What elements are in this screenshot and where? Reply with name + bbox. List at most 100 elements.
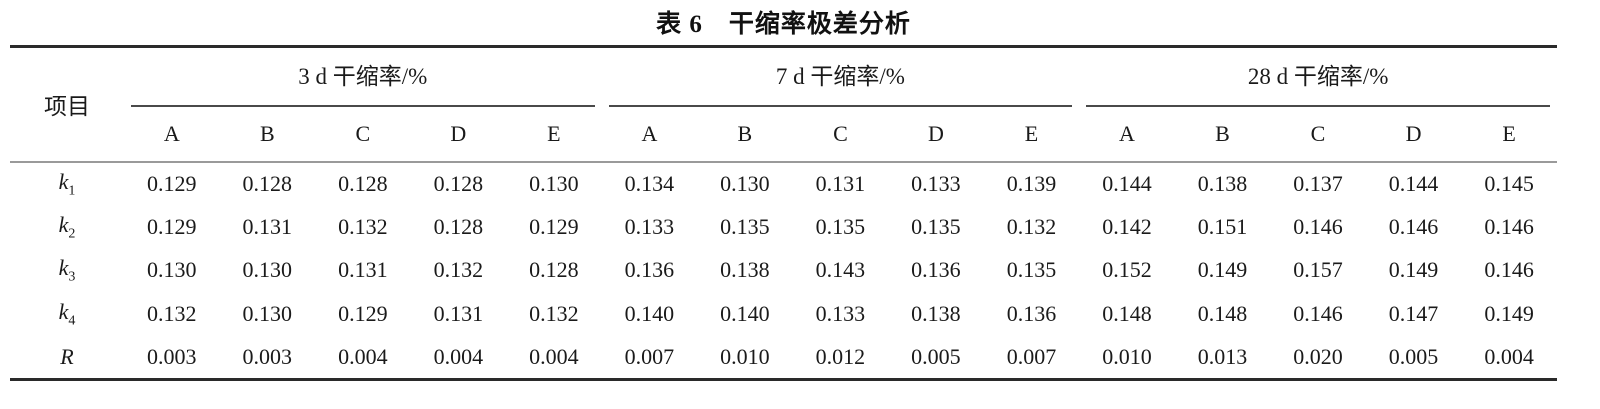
subcol-7d-B: B <box>697 106 793 163</box>
group-header-7d-label: 7 d 干缩率/% <box>608 62 1073 107</box>
subcol-28d-D: D <box>1365 106 1462 163</box>
table-cell: 0.135 <box>1006 257 1057 283</box>
table-cell: 0.133 <box>911 170 961 196</box>
table-cell: 0.142 <box>1102 213 1152 239</box>
table-cell: 0.133 <box>815 300 866 326</box>
table-cell: 0.149 <box>1484 300 1534 326</box>
subcol-3d-E: E <box>506 106 602 163</box>
table-cell: 0.131 <box>815 170 866 196</box>
table-cell: 0.138 <box>1197 170 1248 196</box>
table-cell: 0.130 <box>529 170 579 196</box>
subcol-3d-A: A <box>124 106 220 163</box>
table-cell: 0.149 <box>1388 257 1439 283</box>
table-cell: 0.134 <box>624 170 675 196</box>
subcol-7d-D: D <box>888 106 984 163</box>
table-cell: 0.133 <box>624 213 675 239</box>
group-header-3d: 3 d 干缩率/% <box>124 47 602 107</box>
table-cell: 0.137 <box>1293 170 1343 196</box>
table-caption: 表 6 干缩率极差分析 <box>656 11 911 38</box>
table-row: R 0.003 0.003 0.004 0.004 0.004 0.007 0.010 0.01… <box>10 336 1557 380</box>
table-cell: 0.144 <box>1102 170 1152 196</box>
group-header-28d: 28 d 干缩率/% <box>1079 47 1557 107</box>
subcol-7d-E: E <box>983 106 1080 163</box>
table-cell: 0.146 <box>1293 213 1343 239</box>
table-cell: 0.146 <box>1484 213 1534 239</box>
row-label: k1 <box>58 168 76 198</box>
table-cell: 0.010 <box>1102 343 1152 369</box>
table-cell: 0.005 <box>911 343 961 369</box>
table-cell: 0.010 <box>720 343 770 369</box>
table-row: k3 0.130 0.130 0.131 0.132 0.128 0.136 0.138 0.1… <box>10 249 1557 293</box>
group-header-3d-label: 3 d 干缩率/% <box>131 62 595 107</box>
table-cell: 0.003 <box>242 343 293 369</box>
table-cell: 0.004 <box>529 343 579 369</box>
table-cell: 0.132 <box>433 257 484 283</box>
table-cell: 0.131 <box>433 300 484 326</box>
paper-table-page: 表 6 干缩率极差分析 项目 3 d 干缩率/% 7 d 干缩率/% 28 d … <box>0 8 1600 409</box>
table-cell: 0.135 <box>911 213 961 239</box>
table-cell: 0.138 <box>911 300 961 326</box>
table-cell: 0.005 <box>1388 343 1439 369</box>
table-cell: 0.136 <box>624 257 675 283</box>
table-cell: 0.140 <box>720 300 770 326</box>
table-cell: 0.007 <box>1006 343 1057 369</box>
group-header-7d: 7 d 干缩率/% <box>602 47 1080 107</box>
table-row: k2 0.129 0.131 0.132 0.128 0.129 0.133 0.135 0.1… <box>10 205 1557 249</box>
table-body: k1 0.129 0.128 0.128 0.128 0.130 0.134 0.130 0.1… <box>10 162 1557 380</box>
row-label: k4 <box>58 298 76 328</box>
table-cell: 0.130 <box>720 170 770 196</box>
table-cell: 0.004 <box>433 343 484 369</box>
subcol-3d-C: C <box>315 106 411 163</box>
row-label: R <box>60 343 74 369</box>
table-cell: 0.136 <box>1006 300 1057 326</box>
subcol-28d-A: A <box>1079 106 1175 163</box>
table-cell: 0.143 <box>815 257 866 283</box>
table-cell: 0.130 <box>242 257 293 283</box>
subcol-7d-A: A <box>601 106 698 163</box>
subcol-28d-B: B <box>1174 106 1271 163</box>
table-cell: 0.129 <box>338 300 388 326</box>
table-cell: 0.138 <box>720 257 770 283</box>
table-cell: 0.149 <box>1197 257 1248 283</box>
table-cell: 0.146 <box>1484 257 1534 283</box>
subcol-3d-B: B <box>219 106 316 163</box>
table-cell: 0.020 <box>1293 343 1343 369</box>
table-cell: 0.128 <box>338 170 388 196</box>
table-cell: 0.012 <box>815 343 866 369</box>
item-column-header: 项目 <box>10 46 125 163</box>
table-cell: 0.129 <box>147 170 197 196</box>
table-cell: 0.140 <box>624 300 675 326</box>
table-cell: 0.128 <box>529 257 579 283</box>
table-cell: 0.128 <box>242 170 293 196</box>
table-cell: 0.151 <box>1197 213 1248 239</box>
table-cell: 0.132 <box>147 300 197 326</box>
table-cell: 0.152 <box>1102 257 1152 283</box>
table-cell: 0.157 <box>1293 257 1343 283</box>
table-cell: 0.131 <box>242 213 293 239</box>
table-cell: 0.135 <box>720 213 770 239</box>
table-header: 项目 3 d 干缩率/% 7 d 干缩率/% 28 d 干缩率/% A B C … <box>10 46 1557 163</box>
range-analysis-table: 项目 3 d 干缩率/% 7 d 干缩率/% 28 d 干缩率/% A B C … <box>10 45 1557 381</box>
table-cell: 0.013 <box>1197 343 1248 369</box>
table-cell: 0.129 <box>147 213 197 239</box>
table-cell: 0.135 <box>815 213 866 239</box>
table-row: k4 0.132 0.130 0.129 0.131 0.132 0.140 0.140 0.1… <box>10 292 1557 336</box>
subcol-3d-D: D <box>410 106 507 163</box>
subcol-28d-E: E <box>1461 106 1557 163</box>
table-cell: 0.128 <box>433 170 484 196</box>
table-cell: 0.004 <box>1484 343 1534 369</box>
table-cell: 0.128 <box>433 213 484 239</box>
group-header-28d-label: 28 d 干缩率/% <box>1086 62 1550 107</box>
table-cell: 0.131 <box>338 257 388 283</box>
table-cell: 0.132 <box>1006 213 1057 239</box>
table-row: k1 0.129 0.128 0.128 0.128 0.130 0.134 0.130 0.1… <box>10 162 1557 206</box>
table-cell: 0.132 <box>529 300 579 326</box>
table-cell: 0.145 <box>1484 170 1534 196</box>
table-cell: 0.148 <box>1197 300 1248 326</box>
table-cell: 0.004 <box>338 343 388 369</box>
table-cell: 0.007 <box>624 343 675 369</box>
table-cell: 0.139 <box>1006 170 1057 196</box>
table-cell: 0.130 <box>147 257 197 283</box>
row-label: k2 <box>58 211 76 241</box>
table-cell: 0.132 <box>338 213 388 239</box>
